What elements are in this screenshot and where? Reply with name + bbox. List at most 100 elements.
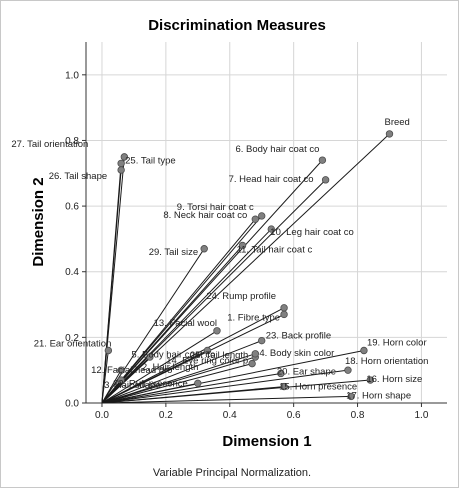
data-point (213, 327, 221, 335)
point-label: 20. Ear shape (277, 366, 336, 377)
vector-line (101, 356, 256, 404)
point-label: 10. Leg hair coat co (270, 227, 353, 238)
point-label: 22. Ruff presence (113, 378, 188, 389)
y-tick-label: 0.0 (65, 399, 79, 410)
data-point (203, 346, 212, 355)
data-point (280, 382, 288, 391)
data-point (347, 392, 355, 401)
point-labels: Breed 27. Tail orientation 25. Tail type 26… (11, 117, 428, 402)
vector-line (101, 369, 122, 404)
point-label: 21. Ear orientation (34, 338, 112, 349)
chart-title: Discrimination Measures (148, 17, 326, 34)
y-tick-label: 0.6 (65, 202, 79, 213)
x-tick-label: 0.6 (287, 410, 301, 421)
x-tick-label: 0.0 (95, 410, 109, 421)
vector-line (101, 395, 352, 404)
point-label: 26. Tail shape (49, 171, 107, 182)
y-axis-title: Dimension 2 (30, 177, 47, 266)
vector-line (101, 179, 326, 404)
data-point (318, 156, 327, 164)
point-label: 17. Horn shape (346, 390, 411, 401)
vector-line (101, 330, 218, 404)
data-point (344, 366, 352, 374)
data-point (280, 310, 288, 319)
vector-line (101, 363, 253, 404)
vector-line (101, 228, 272, 404)
x-tick-label: 1.0 (414, 410, 428, 421)
data-point (258, 336, 266, 345)
point-label: 29. Tail size (149, 247, 198, 258)
data-point (251, 350, 260, 358)
point-label: 3. Hair shape (104, 380, 161, 391)
point-label: 19. Horn color (367, 337, 427, 348)
vector-line (101, 307, 285, 404)
vector-line (101, 340, 262, 404)
point-label: 4. Body skin color (259, 348, 334, 359)
data-points (104, 130, 394, 401)
point-label: 11. Tail hair coat c (237, 244, 313, 255)
point-label: 15. Horn presence (279, 382, 357, 393)
point-label: 8. Neck hair coat co (163, 210, 247, 221)
point-label: 27. Tail orientation (11, 139, 88, 150)
data-point (360, 346, 368, 355)
vector-line (101, 379, 122, 404)
data-point (267, 225, 275, 233)
vector-line (101, 350, 109, 404)
vector-line (101, 350, 208, 404)
vector-line (101, 218, 256, 404)
x-axis-title: Dimension 1 (222, 433, 311, 450)
vector-lines (101, 133, 390, 404)
x-tick-label: 0.8 (351, 410, 365, 421)
data-point (277, 369, 285, 378)
point-label: 1. Fibre type (227, 312, 280, 323)
data-point (248, 359, 256, 368)
point-label: 6. Body hair coat co (235, 144, 319, 155)
x-tick-label: 0.2 (159, 410, 173, 421)
point-label: 13. Facial wool (154, 318, 217, 329)
data-point (251, 215, 260, 223)
data-point (321, 176, 330, 184)
point-label: 2. Hair length (142, 362, 199, 373)
data-point (238, 241, 247, 250)
data-point (280, 304, 288, 312)
data-point (117, 159, 125, 168)
data-point (117, 376, 125, 384)
point-label: 7. Head hair coat co (229, 174, 314, 185)
vector-line (101, 356, 151, 404)
data-point (385, 130, 394, 138)
vector-line (101, 372, 281, 404)
data-point (366, 376, 375, 384)
point-label: Breed (384, 117, 409, 128)
point-label: 14. Eye ring color p (166, 356, 248, 367)
y-tick-label: 0.8 (65, 136, 79, 147)
point-label: 24. Rump profile (206, 291, 276, 302)
vector-line (101, 369, 349, 404)
vector-line (101, 169, 122, 404)
y-tick-label: 0.2 (65, 333, 79, 344)
plot-grid (86, 42, 447, 404)
x-tick-label: 0.4 (223, 410, 237, 421)
data-point (117, 366, 125, 374)
y-tick-label: 1.0 (65, 70, 79, 81)
footnote: Variable Principal Normalization. (153, 467, 311, 479)
data-point (104, 346, 113, 355)
data-point (194, 379, 202, 388)
data-point (120, 153, 129, 161)
plot-axes: 0.0 0.2 0.4 0.6 0.8 1.0 0.0 0.2 0.4 0.6 0.8 1.0 (65, 42, 447, 421)
data-point (200, 245, 208, 253)
point-label: 12. Facial head pro (91, 365, 172, 376)
data-point (146, 353, 154, 361)
point-label: 23. Back profile (266, 331, 331, 342)
vector-line (101, 245, 243, 404)
point-label: 5. Body hair coat co (131, 349, 215, 360)
point-label: 25. Tail type (125, 155, 176, 166)
data-point (258, 212, 266, 220)
data-point (117, 166, 125, 174)
y-tick-label: 0.4 (65, 267, 79, 278)
point-label: 9. Torsi hair coat c (177, 202, 254, 213)
vector-line (101, 386, 285, 404)
point-label: 18. Horn orientation (345, 356, 428, 367)
point-label: 25. Tail length (190, 350, 248, 361)
